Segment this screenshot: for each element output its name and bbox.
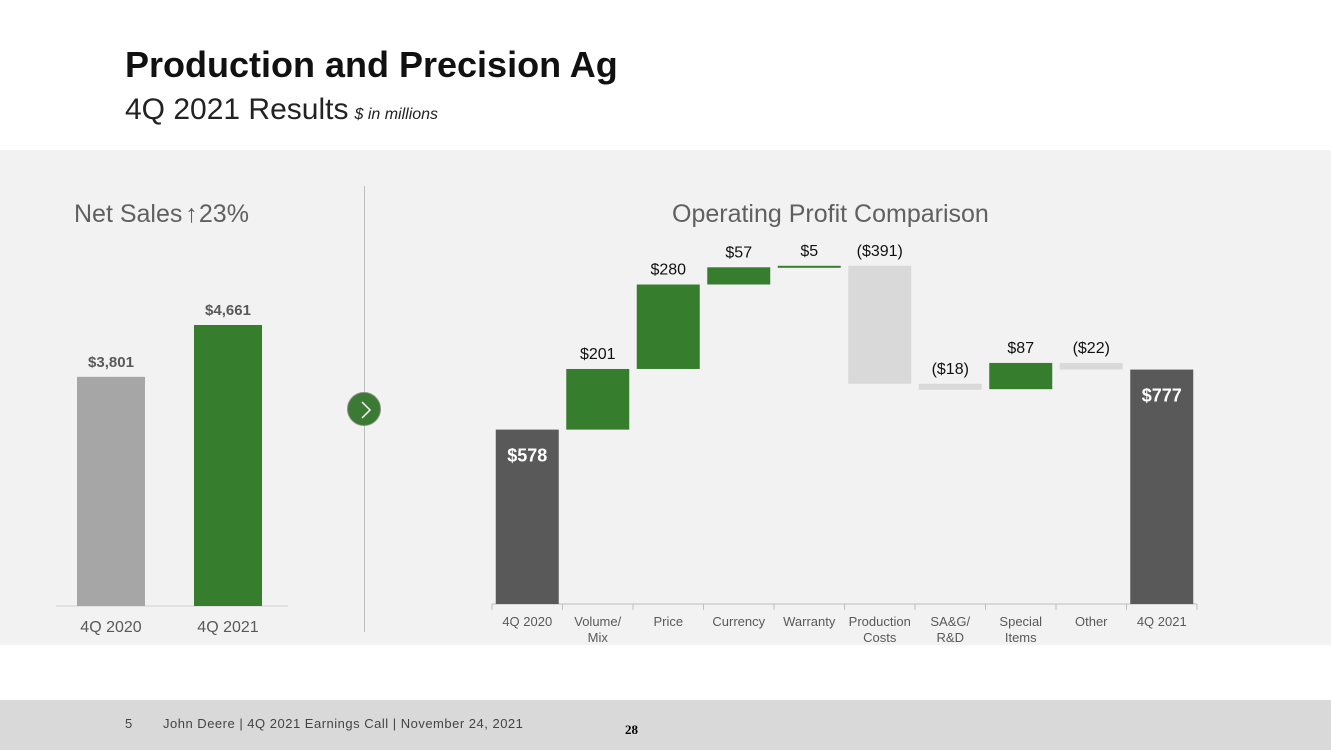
page-title: Production and Precision Ag [125, 44, 618, 85]
page-number: 28 [625, 722, 638, 737]
waterfall-bar [1130, 369, 1194, 604]
waterfall-category-label: 4Q 2020 [502, 614, 552, 629]
waterfall-category-line: Currency [712, 614, 765, 629]
slide-number: 5 [125, 716, 133, 731]
waterfall-data-label: $5 [800, 243, 818, 260]
net-sales-bar [194, 325, 262, 606]
waterfall-category-line: Warranty [783, 614, 836, 629]
waterfall-category-line: Other [1075, 614, 1108, 629]
waterfall-category-line: Volume/ [574, 614, 621, 629]
net-sales-data-label: $3,801 [88, 354, 134, 371]
footer: 5 John Deere | 4Q 2021 Earnings Call | N… [0, 700, 1331, 750]
waterfall-bar [636, 284, 700, 369]
waterfall-category-label: 4Q 2021 [1137, 614, 1187, 629]
waterfall-category-line: Production [849, 614, 911, 629]
net-sales-category-label: 4Q 2021 [197, 619, 258, 636]
waterfall-bar [707, 267, 771, 285]
waterfall-category-line: Price [653, 614, 683, 629]
waterfall-data-label: $777 [1142, 386, 1182, 406]
waterfall-category-line: Items [1005, 630, 1037, 645]
waterfall-bar [989, 362, 1053, 390]
net-sales-bar [77, 376, 145, 606]
waterfall-category-label: Warranty [783, 614, 836, 629]
waterfall-bar [918, 383, 982, 390]
waterfall-category-line: Costs [863, 630, 897, 645]
net-sales-category-label: 4Q 2020 [80, 619, 141, 636]
net-sales-change: 23% [198, 200, 249, 228]
waterfall-data-label: $578 [507, 446, 547, 466]
waterfall-category-label: Production Costs [849, 614, 911, 645]
waterfall-bar [566, 368, 630, 430]
waterfall-category-label: Price [653, 614, 683, 629]
waterfall-data-label: $87 [1007, 340, 1034, 357]
waterfall-category-line: Mix [588, 630, 609, 645]
waterfall-data-label: $280 [650, 261, 686, 278]
waterfall-data-label: ($391) [857, 243, 903, 260]
waterfall-data-label: ($22) [1073, 340, 1110, 357]
waterfall-category-line: Special [999, 614, 1042, 629]
waterfall-category-label: Other [1075, 614, 1108, 629]
waterfall-category-label: SA&G/R&D [930, 614, 970, 645]
net-sales-data-label: $4,661 [205, 302, 251, 319]
waterfall-category-line: 4Q 2020 [502, 614, 552, 629]
waterfall-category-line: 4Q 2021 [1137, 614, 1187, 629]
next-slide-button[interactable] [347, 392, 381, 426]
waterfall-category-label: Special Items [999, 614, 1042, 645]
up-arrow-icon: ↑ [185, 200, 198, 228]
waterfall-category-line: SA&G/ [930, 614, 970, 629]
chevron-right-icon [361, 401, 372, 419]
page-subtitle: 4Q 2021 Results $ in millions [125, 93, 438, 127]
subtitle-text: 4Q 2021 Results [125, 93, 349, 126]
waterfall-category-line: R&D [937, 630, 964, 645]
waterfall-bar [1059, 362, 1123, 370]
waterfall-bar [848, 265, 912, 384]
net-sales-heading-label: Net Sales [74, 200, 183, 228]
waterfall-category-label: Volume/Mix [574, 614, 621, 645]
waterfall-category-label: Currency [712, 614, 765, 629]
waterfall-data-label: $57 [725, 244, 752, 261]
net-sales-heading: Net Sales ↑23% [74, 200, 249, 229]
waterfall-data-label: $201 [580, 346, 616, 363]
waterfall-bar [495, 429, 559, 604]
operating-profit-heading: Operating Profit Comparison [672, 200, 989, 228]
waterfall-data-label: ($18) [932, 361, 969, 378]
waterfall-bar [777, 265, 841, 268]
units-note: $ in millions [354, 106, 439, 123]
footer-text: John Deere | 4Q 2021 Earnings Call | Nov… [163, 716, 524, 731]
